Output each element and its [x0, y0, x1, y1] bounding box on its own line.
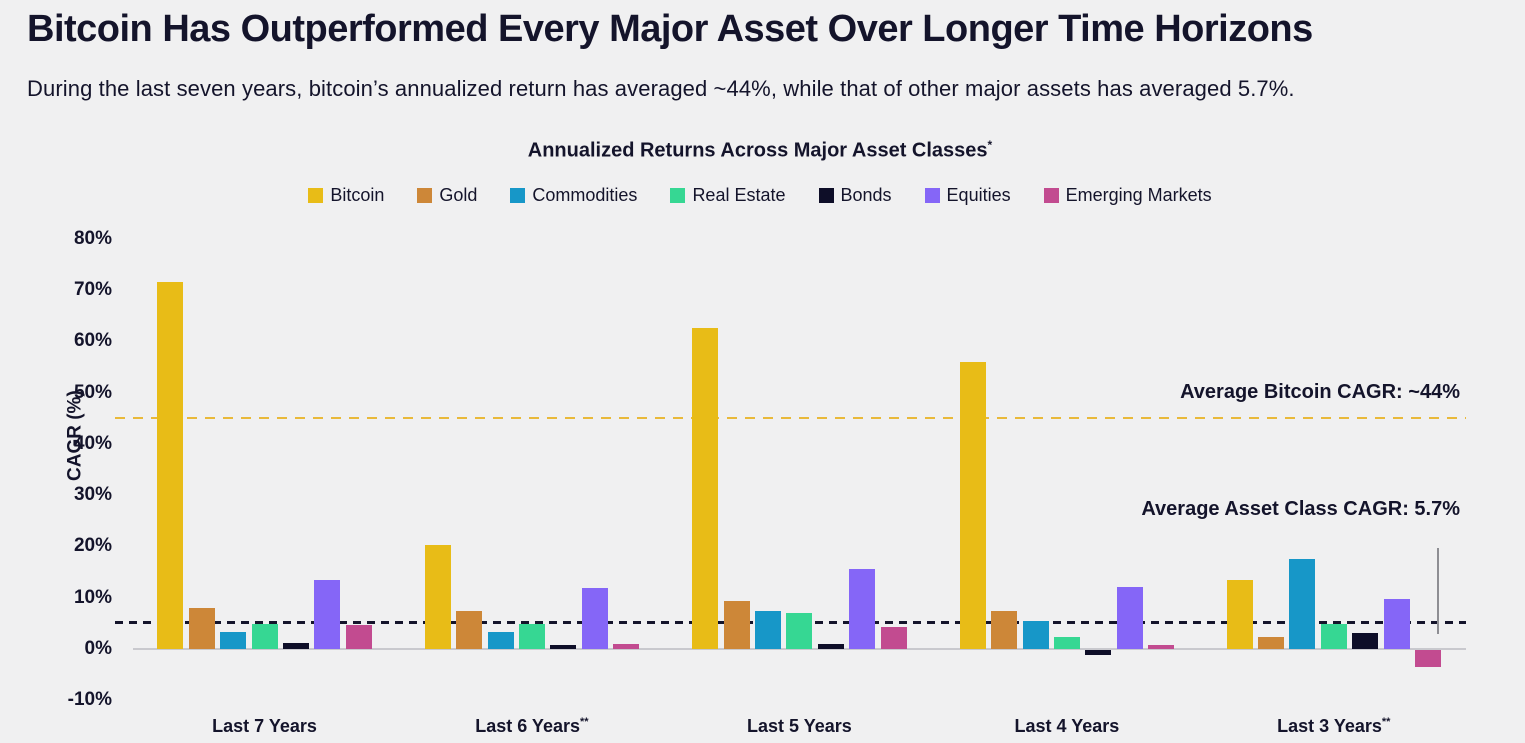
bar-bonds-last-4-years[interactable] — [1085, 650, 1112, 655]
legend-label: Bitcoin — [330, 185, 385, 205]
legend-label: Real Estate — [692, 185, 786, 205]
chart-legend: Bitcoin Gold Commodities Real Estate Bonds Eq… — [0, 185, 1520, 206]
bar-bitcoin-last-7-years[interactable] — [157, 282, 184, 649]
chart-title-footnote-marker: * — [987, 138, 993, 152]
legend-item-gold[interactable]: Gold — [417, 185, 477, 206]
legend-label: Bonds — [840, 185, 892, 205]
x-axis-label-last-7-years: Last 7 Years — [212, 716, 317, 736]
bar-gold-last-3-years[interactable] — [1258, 637, 1284, 649]
legend-swatch-icon — [510, 188, 526, 203]
chart-title-text: Annualized Returns Across Major Asset Cl… — [527, 139, 988, 162]
reference-line-label: Average Bitcoin CAGR: ~44% — [1180, 381, 1460, 403]
y-tick--10: -10% — [67, 689, 112, 711]
bar-bonds-last-3-years[interactable] — [1352, 632, 1379, 649]
legend-label: Commodities — [532, 185, 638, 205]
bar-bitcoin-last-6-years[interactable] — [424, 544, 451, 649]
bar-commodities-last-4-years[interactable] — [1022, 620, 1049, 649]
bar-real-estate-last-4-years[interactable] — [1053, 637, 1080, 649]
bar-equities-last-5-years[interactable] — [849, 568, 876, 649]
bar-commodities-last-6-years[interactable] — [487, 632, 514, 649]
page-title: Bitcoin Has Outperformed Every Major Ass… — [27, 8, 1313, 50]
page-subtitle: During the last seven years, bitcoin’s a… — [27, 76, 1295, 101]
legend-swatch-icon — [670, 188, 686, 203]
x-axis-label-last-5-years: Last 5 Years — [747, 716, 852, 736]
bar-real-estate-last-6-years[interactable] — [518, 624, 545, 649]
legend-swatch-icon — [1043, 188, 1059, 203]
legend-swatch-icon — [924, 188, 940, 203]
x-axis-label-last-3-years: Last 3 Years** — [1277, 716, 1391, 736]
bar-bitcoin-last-3-years[interactable] — [1226, 580, 1253, 649]
x-axis-label-last-4-years: Last 4 Years — [1014, 716, 1120, 736]
legend-item-real-estate[interactable]: Real Estate — [670, 185, 786, 206]
y-tick-70: 70% — [73, 278, 112, 300]
bar-real-estate-last-7-years[interactable] — [251, 624, 278, 649]
bar-equities-last-4-years[interactable] — [1116, 587, 1143, 649]
y-tick-10: 10% — [73, 586, 112, 608]
legend-swatch-icon — [308, 188, 324, 203]
bar-bitcoin-last-5-years[interactable] — [692, 328, 719, 649]
bar-equities-last-7-years[interactable] — [314, 580, 341, 649]
legend-item-equities[interactable]: Equities — [924, 185, 1011, 206]
bar-emerging-markets-last-3-years[interactable] — [1415, 650, 1441, 668]
chart-title: Annualized Returns Across Major Asset Cl… — [0, 138, 1520, 163]
bar-emerging-markets-last-6-years[interactable] — [613, 643, 640, 649]
legend-item-commodities[interactable]: Commodities — [510, 185, 637, 206]
y-tick-80: 80% — [73, 227, 112, 249]
legend-item-emerging-markets[interactable]: Emerging Markets — [1043, 185, 1212, 206]
legend-item-bitcoin[interactable]: Bitcoin — [308, 185, 384, 206]
y-tick-50: 50% — [73, 381, 112, 403]
legend-item-bonds[interactable]: Bonds — [818, 185, 892, 206]
bar-real-estate-last-3-years[interactable] — [1320, 623, 1347, 649]
bar-commodities-last-5-years[interactable] — [755, 611, 781, 649]
legend-label: Emerging Markets — [1065, 185, 1212, 205]
footnote-marker: ** — [1381, 716, 1391, 728]
bar-bitcoin-last-4-years[interactable] — [959, 361, 986, 649]
reference-line-label: Average Asset Class CAGR: 5.7% — [1141, 498, 1460, 520]
reference-line-average-bitcoin-cagr — [115, 417, 1466, 420]
bar-commodities-last-3-years[interactable] — [1289, 558, 1316, 649]
bar-bonds-last-7-years[interactable] — [282, 643, 309, 649]
bar-gold-last-4-years[interactable] — [991, 611, 1018, 649]
y-tick-40: 40% — [73, 432, 112, 454]
bar-gold-last-6-years[interactable] — [456, 611, 483, 649]
footnote-marker: ** — [579, 716, 589, 728]
legend-label: Equities — [946, 185, 1011, 205]
y-tick-30: 30% — [73, 484, 112, 506]
bar-bonds-last-5-years[interactable] — [817, 644, 844, 649]
bar-emerging-markets-last-4-years[interactable] — [1148, 644, 1175, 649]
legend-label: Gold — [439, 185, 478, 205]
y-tick-60: 60% — [73, 330, 112, 352]
bar-bonds-last-6-years[interactable] — [550, 644, 577, 649]
x-axis-baseline — [133, 648, 1466, 650]
bar-emerging-markets-last-7-years[interactable] — [345, 624, 372, 649]
legend-swatch-icon — [818, 188, 834, 203]
bar-gold-last-5-years[interactable] — [723, 600, 750, 649]
y-tick-0: 0% — [84, 638, 112, 659]
legend-swatch-icon — [417, 188, 433, 203]
bar-real-estate-last-5-years[interactable] — [786, 613, 813, 649]
bar-gold-last-7-years[interactable] — [188, 607, 215, 649]
bar-equities-last-6-years[interactable] — [581, 588, 608, 649]
stray-vertical-line — [1437, 548, 1439, 634]
bar-commodities-last-7-years[interactable] — [220, 631, 247, 649]
y-tick-20: 20% — [73, 535, 112, 557]
bar-equities-last-3-years[interactable] — [1383, 598, 1410, 649]
bar-emerging-markets-last-5-years[interactable] — [880, 626, 907, 649]
x-axis-label-last-6-years: Last 6 Years** — [475, 716, 589, 736]
